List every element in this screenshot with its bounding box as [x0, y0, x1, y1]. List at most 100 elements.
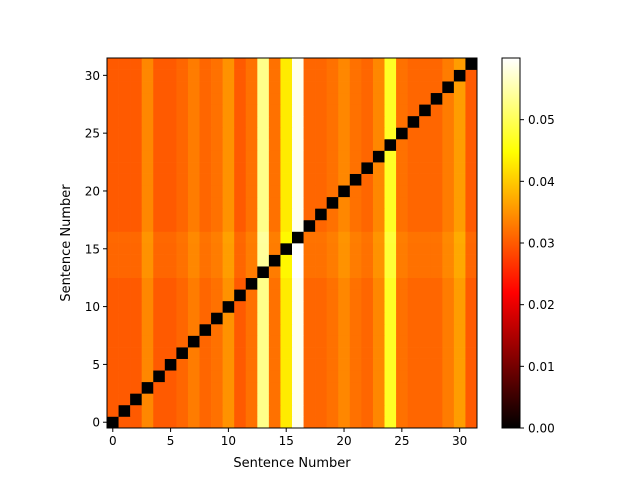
heatmap-cell — [338, 127, 351, 140]
heatmap-cell — [303, 323, 316, 336]
heatmap-cell — [315, 150, 328, 163]
heatmap-cell — [280, 58, 293, 70]
heatmap-cell — [303, 335, 316, 348]
heatmap-cell — [396, 173, 408, 186]
heatmap-cell — [211, 289, 223, 302]
heatmap-cell — [338, 254, 351, 267]
heatmap-cell — [153, 370, 166, 383]
heatmap-cell — [164, 150, 177, 163]
heatmap-cell — [164, 277, 177, 290]
heatmap-cell — [141, 185, 154, 198]
heatmap-cell — [326, 219, 339, 232]
heatmap-cell — [211, 92, 223, 105]
heatmap-cell — [419, 173, 432, 186]
heatmap-cell — [245, 393, 258, 406]
heatmap-cell — [211, 381, 223, 394]
heatmap-cell — [338, 104, 351, 117]
heatmap-cell — [176, 266, 189, 279]
colorbar — [501, 57, 521, 429]
heatmap-cell — [326, 208, 339, 221]
heatmap-cell — [176, 358, 189, 371]
heatmap-cell — [384, 254, 397, 267]
heatmap-cell — [107, 185, 119, 198]
heatmap-cell — [245, 81, 258, 94]
heatmap-cell — [222, 266, 235, 279]
heatmap-cell — [199, 393, 212, 406]
heatmap-cell — [107, 393, 119, 406]
heatmap-cell — [245, 127, 258, 140]
heatmap-cell — [315, 323, 328, 336]
heatmap-cell — [107, 138, 119, 151]
heatmap-cell — [164, 300, 177, 313]
heatmap-cell — [164, 323, 177, 336]
heatmap-cell — [164, 254, 177, 267]
heatmap-cell — [222, 335, 235, 348]
heatmap-cell — [419, 289, 432, 302]
heatmap-cell — [187, 335, 200, 348]
heatmap-cell — [234, 104, 247, 117]
heatmap-cell — [130, 358, 143, 371]
heatmap-cell — [465, 81, 478, 94]
heatmap-cell — [442, 381, 455, 394]
heatmap-cell — [107, 254, 119, 267]
heatmap-cell — [234, 162, 247, 174]
heatmap-cell — [453, 393, 466, 406]
heatmap-cell — [187, 150, 200, 163]
heatmap-cell — [199, 58, 212, 70]
heatmap-cell — [384, 289, 397, 302]
heatmap-cell — [130, 115, 143, 128]
heatmap-cell — [245, 254, 258, 267]
heatmap-cell — [118, 81, 131, 94]
heatmap-cell — [187, 277, 200, 290]
heatmap-cell — [199, 69, 212, 82]
heatmap-cell — [361, 347, 374, 359]
heatmap-cell — [257, 69, 270, 82]
heatmap-cell — [315, 81, 328, 94]
heatmap-cell — [430, 115, 443, 128]
heatmap-cell — [268, 254, 281, 267]
heatmap-cell — [315, 266, 328, 279]
heatmap-cell — [130, 243, 143, 255]
heatmap-cell — [396, 243, 408, 255]
heatmap-cell — [211, 416, 223, 429]
heatmap-cell — [268, 92, 281, 105]
heatmap-cell — [187, 254, 200, 267]
heatmap-cell — [361, 150, 374, 163]
heatmap-cell — [164, 58, 177, 70]
heatmap-cell — [430, 81, 443, 94]
heatmap-cell — [245, 358, 258, 371]
heatmap-cell — [164, 81, 177, 94]
heatmap-cell — [338, 81, 351, 94]
heatmap-cell — [430, 219, 443, 232]
heatmap-cell — [130, 58, 143, 70]
heatmap-cell — [245, 404, 258, 417]
heatmap-cell — [430, 347, 443, 359]
heatmap-cell — [419, 150, 432, 163]
heatmap-cell — [384, 312, 397, 325]
heatmap-cell — [234, 300, 247, 313]
heatmap-cell — [164, 312, 177, 325]
heatmap-cell — [199, 323, 212, 336]
heatmap-cell — [430, 266, 443, 279]
heatmap-cell — [326, 300, 339, 313]
heatmap-cell — [257, 185, 270, 198]
heatmap-cell — [141, 231, 154, 244]
heatmap-cell — [187, 115, 200, 128]
heatmap-cell — [442, 208, 455, 221]
heatmap-cell — [176, 277, 189, 290]
x-tick-label: 5 — [167, 434, 175, 448]
heatmap-cell — [187, 127, 200, 140]
heatmap-cell — [396, 277, 408, 290]
heatmap-cell — [303, 115, 316, 128]
heatmap-cell — [419, 347, 432, 359]
heatmap-cell — [222, 393, 235, 406]
heatmap-cell — [268, 138, 281, 151]
heatmap-cell — [107, 173, 119, 186]
heatmap-cell — [222, 162, 235, 174]
heatmap-cell — [211, 69, 223, 82]
heatmap-cell — [199, 138, 212, 151]
heatmap-cell — [234, 185, 247, 198]
heatmap-cell — [222, 104, 235, 117]
heatmap-cell — [338, 300, 351, 313]
heatmap-cell — [396, 254, 408, 267]
